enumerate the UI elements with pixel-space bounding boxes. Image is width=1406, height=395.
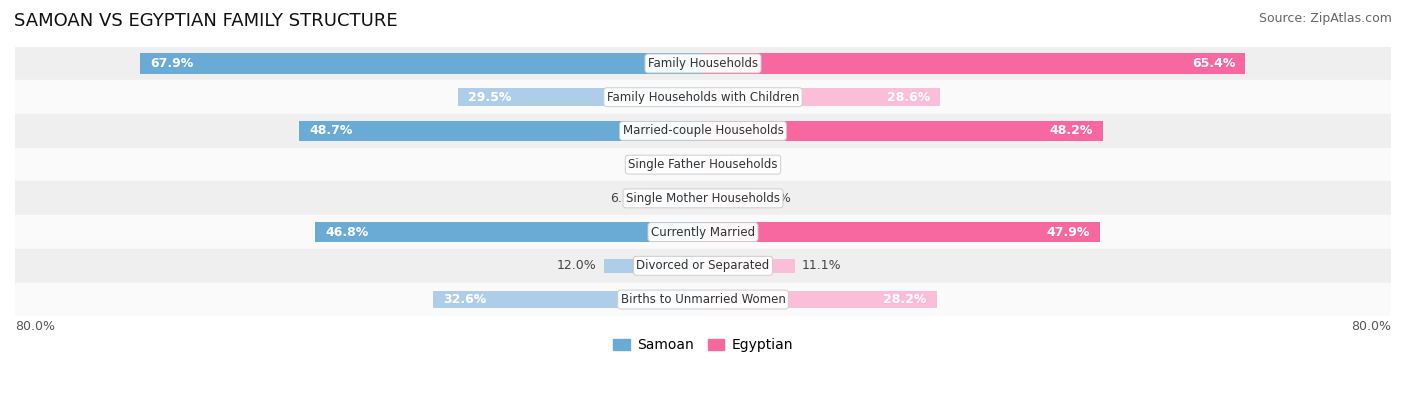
Text: 65.4%: 65.4% <box>1192 57 1234 70</box>
Bar <box>703 88 941 106</box>
Bar <box>15 249 1391 283</box>
Bar <box>703 121 1102 141</box>
Text: 48.7%: 48.7% <box>309 124 353 137</box>
Bar <box>15 148 1391 181</box>
Text: 32.6%: 32.6% <box>443 293 486 306</box>
Text: Married-couple Households: Married-couple Households <box>623 124 783 137</box>
Bar <box>703 291 936 308</box>
Bar <box>15 283 1391 316</box>
Bar <box>315 222 703 242</box>
Text: 48.2%: 48.2% <box>1049 124 1092 137</box>
Text: Family Households: Family Households <box>648 57 758 70</box>
Text: 2.1%: 2.1% <box>727 158 759 171</box>
Text: Currently Married: Currently Married <box>651 226 755 239</box>
Text: 28.6%: 28.6% <box>887 91 931 103</box>
Text: 80.0%: 80.0% <box>15 320 55 333</box>
Text: 11.1%: 11.1% <box>801 259 841 272</box>
Text: Source: ZipAtlas.com: Source: ZipAtlas.com <box>1258 12 1392 25</box>
Bar <box>703 158 720 172</box>
Bar <box>703 259 794 273</box>
Bar <box>15 47 1391 80</box>
Text: 5.9%: 5.9% <box>759 192 790 205</box>
Text: 6.5%: 6.5% <box>610 192 643 205</box>
Bar <box>141 53 703 73</box>
Bar <box>15 80 1391 114</box>
Text: Single Mother Households: Single Mother Households <box>626 192 780 205</box>
Text: 12.0%: 12.0% <box>557 259 598 272</box>
Text: 2.6%: 2.6% <box>643 158 675 171</box>
Bar <box>703 191 752 205</box>
Bar <box>15 114 1391 148</box>
Bar <box>603 259 703 273</box>
Bar <box>703 222 1099 242</box>
Text: Family Households with Children: Family Households with Children <box>607 91 799 103</box>
Text: 29.5%: 29.5% <box>468 91 512 103</box>
Text: Births to Unmarried Women: Births to Unmarried Women <box>620 293 786 306</box>
Bar <box>433 291 703 308</box>
Text: 28.2%: 28.2% <box>883 293 927 306</box>
Bar <box>299 121 703 141</box>
Bar <box>15 181 1391 215</box>
Legend: Samoan, Egyptian: Samoan, Egyptian <box>607 333 799 358</box>
Text: Single Father Households: Single Father Households <box>628 158 778 171</box>
Bar <box>650 191 703 205</box>
Text: 67.9%: 67.9% <box>150 57 194 70</box>
Bar <box>458 88 703 106</box>
Text: 46.8%: 46.8% <box>325 226 368 239</box>
Text: 80.0%: 80.0% <box>1351 320 1391 333</box>
Text: Divorced or Separated: Divorced or Separated <box>637 259 769 272</box>
Bar <box>682 158 703 172</box>
Bar <box>15 215 1391 249</box>
Bar <box>703 53 1246 73</box>
Text: 47.9%: 47.9% <box>1046 226 1090 239</box>
Text: SAMOAN VS EGYPTIAN FAMILY STRUCTURE: SAMOAN VS EGYPTIAN FAMILY STRUCTURE <box>14 12 398 30</box>
